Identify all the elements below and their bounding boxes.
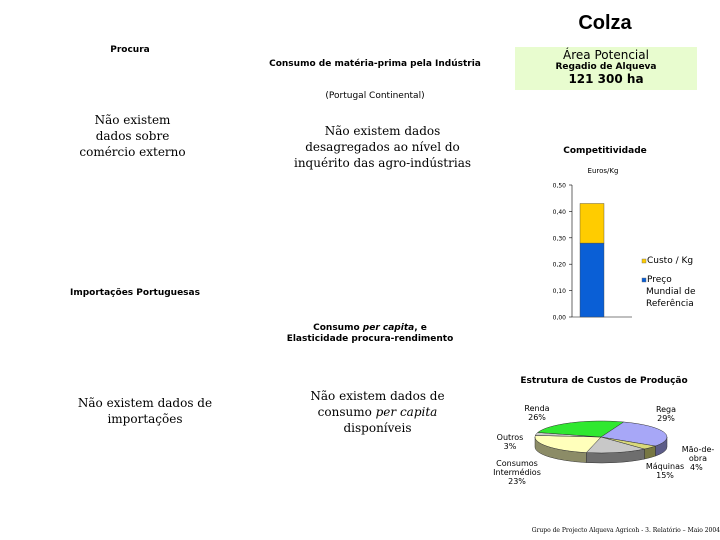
pie-label: Rega (656, 405, 676, 414)
consumo-pc-text: Não existem dados de consumo per capita … (305, 388, 450, 436)
consumo-pc-heading-a: Consumo (313, 323, 363, 333)
page-title: Colza (578, 12, 632, 34)
pie-label-pct: 29% (657, 414, 675, 423)
consumo-mp-text: Não existem dados desagregados ao nível … (293, 124, 472, 170)
consumo-pc-heading-2: Elasticidade procura-rendimento (286, 334, 454, 344)
area-value: 121 300 ha (568, 72, 644, 86)
legend-label-preco: Referência (646, 298, 694, 309)
consumo-pc-text-a: Não existem dados de consumo (310, 389, 445, 419)
pie-label: obra (689, 454, 707, 463)
importacoes-heading: Importações Portuguesas (70, 288, 200, 298)
pie-label-pct: 26% (528, 413, 546, 422)
bar-segment (579, 203, 605, 244)
consumo-pc-text-em: per capita (375, 405, 438, 419)
bar-y-tick-label: 0,50 (553, 183, 567, 190)
pie-slice (585, 436, 645, 454)
legend-label-preco: Mundial de (646, 287, 696, 297)
legend-label-preco: Preço (647, 275, 672, 285)
bar-y-tick-label: 0,20 (553, 262, 567, 269)
pie-label-pct: 15% (656, 471, 674, 480)
bar-y-tick-label: 0,30 (553, 235, 567, 242)
pie-label: Mão-de- (682, 445, 715, 454)
consumo-mp-region: (Portugal Continental) (325, 91, 425, 101)
consumo-mp-heading: Consumo de matéria-prima pela Indústria (269, 59, 481, 69)
pie-label-pct: 4% (690, 463, 703, 472)
bar-y-tick-label: 0,40 (553, 209, 567, 216)
pie-label: Máquinas (646, 462, 684, 471)
bar-chart-ylabel: Euros/Kg (588, 167, 619, 175)
footer-text: Grupo de Projecto Alqueva Agricoh - 3. R… (531, 527, 720, 534)
area-title: Área Potencial (563, 48, 649, 62)
procura-text: Não existem dados sobre comércio externo (79, 113, 186, 159)
area-subtitle: Regadio de Alqueva (555, 62, 657, 72)
pie-label-pct: 23% (508, 477, 526, 486)
pie-chart-title: Estrutura de Custos de Produção (520, 376, 687, 386)
bar-y-tick-label: 0,10 (553, 288, 567, 295)
bar-y-tick-label: 0,00 (553, 315, 567, 322)
legend-swatch-custo (641, 258, 647, 264)
consumo-pc-heading-b: , e (414, 323, 427, 333)
legend-swatch-preco (641, 277, 647, 283)
consumo-pc-heading: Consumo per capita, e Elasticidade procu… (270, 323, 470, 345)
legend-label-custo: Custo / Kg (647, 256, 693, 266)
bar-segment (579, 242, 605, 318)
pie-slice (534, 435, 602, 453)
pie-label: Consumos (496, 459, 538, 468)
pie-label: Renda (524, 404, 549, 413)
area-potencial-box: Área Potencial Regadio de Alqueva 121 30… (515, 47, 697, 90)
pie-slice (600, 421, 668, 447)
pie-slice (537, 420, 625, 438)
importacoes-text: Não existem dados de importações (77, 396, 213, 426)
pie-label-pct: 3% (504, 442, 517, 451)
bar-chart-title: Competitividade (563, 146, 647, 156)
consumo-pc-text-b: disponíveis (343, 421, 412, 435)
procura-heading: Procura (110, 45, 150, 55)
pie-label: Intermédios (493, 467, 541, 477)
pie-label: Outros (497, 433, 524, 442)
competitividade-chart: Competitividade Euros/Kg 0,00 0,10 0,20 0,3… (553, 146, 696, 322)
consumo-pc-heading-em: per capita (362, 323, 415, 333)
